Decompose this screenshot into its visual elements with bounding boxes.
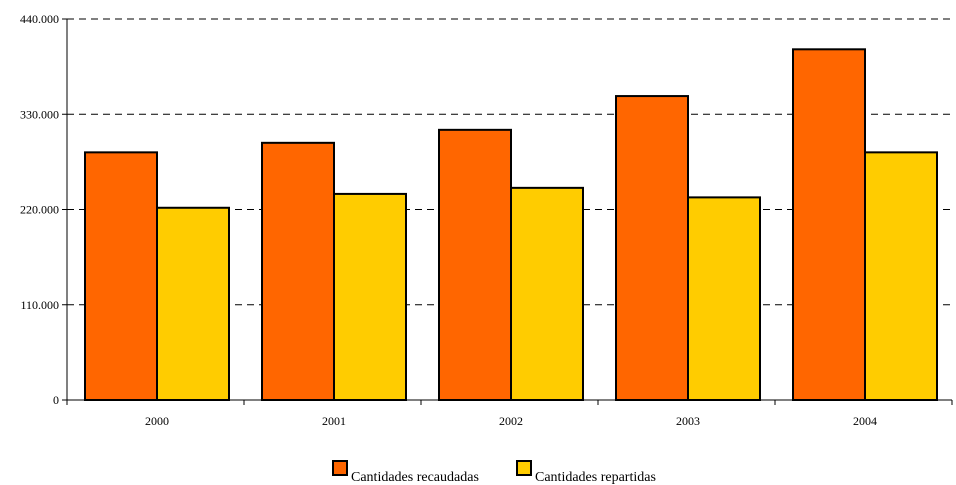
y-tick-label: 440.000 [20, 12, 59, 26]
bar-repartidas-2004 [864, 151, 938, 401]
bar-repartidas-2001 [333, 192, 407, 401]
legend-swatch-repartidas [516, 460, 532, 476]
y-tick-label: 110.000 [20, 298, 59, 312]
bar-repartidas-2002 [510, 186, 584, 401]
bar-repartidas-2000 [156, 206, 230, 401]
y-tick-label: 330.000 [20, 107, 59, 121]
bar-repartidas-2003 [687, 196, 761, 401]
bars [84, 48, 938, 401]
x-tick-label-2001: 2001 [322, 414, 346, 428]
legend: Cantidades recaudadas Cantidades repartid… [332, 460, 656, 485]
y-axis-ticks: 0 110.000 220.000 330.000 440.000 [20, 12, 67, 407]
x-tick-label-2000: 2000 [145, 414, 169, 428]
x-tick-label-2003: 2003 [676, 414, 700, 428]
y-tick-label: 220.000 [20, 203, 59, 217]
x-tick-label-2004: 2004 [853, 414, 877, 428]
legend-label-repartidas: Cantidades repartidas [535, 470, 656, 485]
x-axis-ticks: 2000 2001 2002 2003 2004 [66, 400, 953, 428]
bar-recaudadas-2001 [261, 141, 335, 401]
y-tick-label: 0 [53, 393, 59, 407]
bar-recaudadas-2000 [84, 151, 158, 401]
legend-swatch-recaudadas [332, 460, 348, 476]
bar-recaudadas-2002 [438, 128, 512, 401]
bar-recaudadas-2003 [615, 95, 689, 401]
legend-label-recaudadas: Cantidades recaudadas [351, 470, 479, 485]
x-tick-label-2002: 2002 [499, 414, 523, 428]
bar-recaudadas-2004 [792, 48, 866, 401]
